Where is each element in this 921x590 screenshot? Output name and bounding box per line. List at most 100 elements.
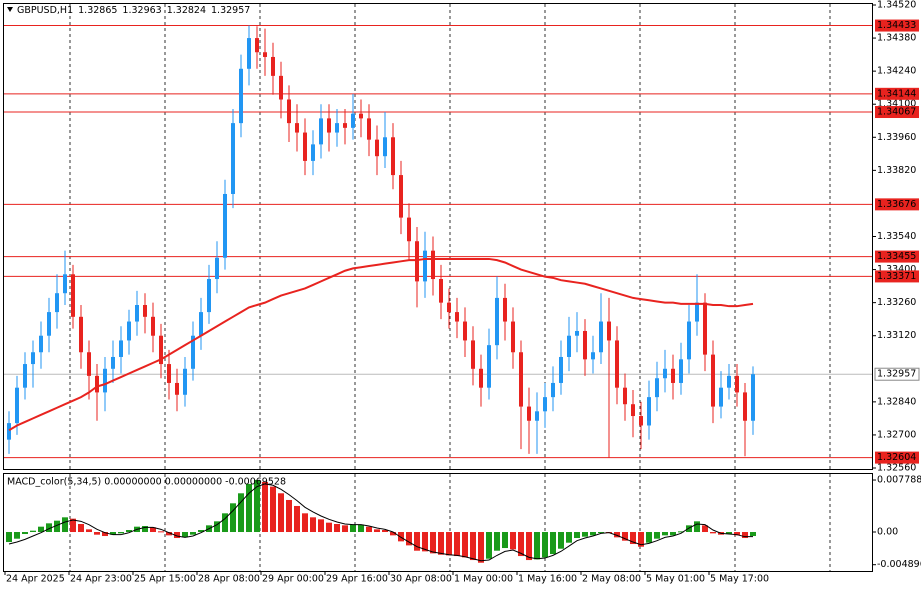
last-price-label: 1.32957 (877, 369, 916, 380)
macd-bar (126, 530, 132, 533)
x-tick-label: 29 Apr 16:00 (326, 574, 388, 585)
y-tick-label: 1.33960 (877, 132, 916, 143)
candle-body (439, 279, 443, 303)
candle-body (263, 52, 267, 57)
y-tick-label: 1.34520 (877, 0, 916, 11)
macd-bar (6, 532, 12, 543)
macd-bar (582, 532, 588, 537)
x-tick-label: 24 Apr 23:00 (70, 574, 132, 585)
macd-bar (422, 532, 428, 552)
macd-bar (566, 532, 572, 543)
candle-body (631, 404, 635, 417)
candle-body (567, 335, 571, 357)
level-label-box (875, 87, 919, 100)
candle-body (271, 56, 275, 76)
y-tick-label: 1.32840 (877, 396, 916, 407)
candle-body (103, 368, 107, 393)
candle-body (287, 99, 291, 124)
candle-body (47, 312, 51, 336)
candle-body (167, 364, 171, 383)
candle-body (327, 118, 331, 133)
x-tick-label: 29 Apr 00:00 (262, 574, 324, 585)
level-label-box (875, 270, 919, 283)
candle-body (407, 217, 411, 242)
candle-body (503, 297, 507, 322)
candle-body (199, 312, 203, 336)
candle-body (519, 352, 523, 407)
macd-bar (662, 532, 668, 536)
candle-body (151, 316, 155, 336)
macd-bar (62, 517, 68, 533)
macd-bar (70, 518, 76, 533)
candle-body (135, 305, 139, 322)
candle-body (599, 321, 603, 353)
candle-body (479, 368, 483, 388)
x-tick-label: 1 May 00:00 (454, 574, 513, 585)
macd-bar (230, 503, 236, 533)
candle-body (191, 335, 195, 369)
candle-body (431, 250, 435, 280)
macd-bar (166, 532, 172, 536)
candle-body (127, 321, 131, 341)
candle-body (175, 382, 179, 395)
level-label-box (875, 198, 919, 211)
header: GBPUSD,H1 1.32865 1.32963 1.32824 1.32957 (17, 5, 250, 16)
candle-body (727, 375, 731, 388)
candle-body (615, 340, 619, 388)
candle-body (23, 364, 27, 388)
candle-body (239, 68, 243, 124)
candle-body (143, 305, 147, 317)
macd-bar (494, 532, 500, 551)
x-tick-label: 5 May 01:00 (646, 574, 705, 585)
level-label: 1.34067 (877, 107, 916, 118)
macd-signal (8, 483, 753, 562)
macd-bar (598, 532, 604, 534)
candle-body (583, 330, 587, 360)
level-label: 1.34144 (877, 88, 916, 99)
candle-body (663, 368, 667, 379)
macd-bar (462, 532, 468, 558)
macd-bar (486, 532, 492, 559)
macd-bar (590, 532, 596, 536)
macd-bar (710, 532, 716, 534)
level-label-box (875, 19, 919, 32)
macd-bar (286, 499, 292, 533)
candle-body (735, 375, 739, 393)
macd-bar (630, 532, 636, 545)
ohlc-close: 1.32957 (211, 5, 250, 16)
moving-average (8, 257, 754, 432)
macd-bar (182, 532, 188, 538)
macd-bar (318, 519, 324, 533)
macd-bar (390, 532, 396, 536)
candle-body (415, 241, 419, 282)
macd-bar (622, 532, 628, 541)
macd-bar (302, 513, 308, 533)
x-tick-label: 25 Apr 15:00 (134, 574, 196, 585)
candle-body (719, 387, 723, 407)
macd-bar (14, 532, 20, 539)
candle-body (351, 113, 355, 128)
macd-bar (110, 532, 116, 535)
macd-bar (534, 532, 540, 560)
macd-bar (374, 529, 380, 533)
y-tick-label: 1.32700 (877, 429, 916, 440)
candle-body (703, 302, 707, 355)
candle-body (183, 368, 187, 395)
candle-body (695, 302, 699, 322)
macd-bar (270, 486, 276, 533)
last-price-box (874, 367, 920, 381)
candle-body (711, 354, 715, 407)
candle-body (511, 321, 515, 353)
ohlc-low: 1.32824 (167, 5, 206, 16)
y-tick-label: 1.32560 (877, 463, 916, 474)
macd-bar (342, 525, 348, 533)
candle-body (399, 175, 403, 218)
candle-body (551, 382, 555, 398)
candle-body (655, 378, 659, 398)
macd-bar (398, 532, 404, 542)
candle-body (55, 293, 59, 313)
level-label: 1.34433 (877, 20, 916, 31)
candle-body (63, 274, 67, 294)
macd-bar (350, 524, 356, 533)
